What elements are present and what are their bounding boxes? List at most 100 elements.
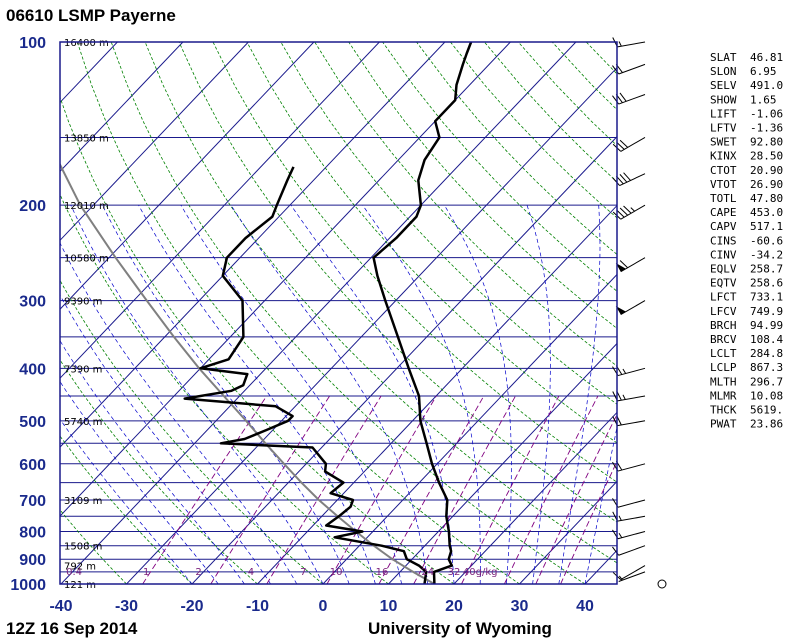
barb-full — [623, 205, 632, 214]
isotherm-line — [519, 480, 617, 584]
dry-adiabat-line — [416, 42, 617, 255]
pressure-tick-label: 700 — [19, 493, 46, 510]
mixing-ratio-line — [461, 395, 560, 584]
barb-staff — [620, 565, 646, 581]
index-name: BRCV — [710, 333, 737, 346]
wind-barbs — [612, 37, 667, 589]
index-value: 47.80 — [750, 192, 783, 205]
index-value: 46.81 — [750, 51, 783, 64]
barb-half — [622, 368, 627, 374]
moist-adiabat-line — [60, 242, 298, 584]
wind-barb — [612, 136, 646, 152]
pressure-tick-label: 800 — [19, 524, 46, 541]
index-name: SHOW — [710, 93, 737, 106]
barb-full — [623, 172, 631, 181]
barb-half — [618, 533, 623, 538]
moist-adiabat-line — [60, 340, 245, 584]
height-label: 3109 m — [64, 496, 102, 507]
mixing-ratio-label: 1 — [143, 567, 149, 578]
index-value: 92.80 — [750, 136, 783, 149]
barb-staff — [618, 63, 646, 75]
dry-adiabat-line — [212, 42, 617, 483]
barb-full — [616, 141, 625, 150]
dry-adiabat-line — [60, 95, 455, 584]
barb-full — [619, 207, 629, 216]
index-value: -1.06 — [750, 107, 783, 120]
station-title: 06610 LSMP Payerne — [6, 6, 176, 25]
dry-adiabat-line — [382, 42, 617, 292]
mixing-ratio-label: 16 — [376, 567, 389, 578]
isotherm-line — [60, 42, 380, 379]
barb-staff — [618, 545, 646, 556]
barb-half — [630, 207, 635, 212]
height-label: 792 m — [64, 562, 96, 573]
wind-barb — [612, 172, 646, 186]
moist-adiabat-line — [60, 294, 271, 584]
index-value: 28.50 — [750, 150, 783, 163]
index-name: SLAT — [710, 51, 737, 64]
isotherm-line — [60, 42, 315, 310]
index-name: LCLT — [710, 347, 737, 360]
temperature-tick-label: -10 — [246, 598, 269, 615]
pressure-tick-label: 600 — [19, 457, 46, 474]
barb-full — [619, 174, 628, 183]
station-indices: SLAT 46.81 SLON 6.95 SELV 491.0 SHOW 1.65 LIFT -1… — [710, 51, 783, 431]
index-name: SLON — [710, 65, 737, 78]
mixing-ratio-label: 0.4 — [66, 567, 82, 578]
pressure-tick-label: 1000 — [10, 577, 46, 594]
mixing-ratio-line — [560, 460, 617, 584]
index-name: LCLP — [710, 361, 737, 374]
mixing-ratio-line — [210, 395, 330, 584]
dry-adiabat-line — [314, 42, 617, 367]
data-source: University of Wyoming — [368, 619, 552, 638]
barb-staff — [619, 173, 646, 186]
barb-staff — [620, 300, 646, 316]
height-label: 5740 m — [64, 417, 102, 428]
index-name: CAPV — [710, 220, 737, 233]
temperature-tick-label: 40 — [576, 598, 594, 615]
isotherm-line — [60, 42, 184, 173]
index-name: TOTL — [710, 192, 737, 205]
index-name: PWAT — [710, 418, 737, 431]
index-value: -60.6 — [750, 234, 783, 247]
height-label: 16400 m — [64, 38, 109, 49]
barb-staff — [617, 367, 646, 377]
index-name: LFCV — [710, 305, 737, 318]
index-value: 5619. — [750, 404, 783, 417]
moist-adiabat-line — [60, 380, 219, 584]
index-value: 26.90 — [750, 178, 783, 191]
sounding-profiles — [60, 42, 473, 584]
index-name: CAPE — [710, 206, 737, 219]
index-value: -1.36 — [750, 122, 783, 135]
mixing-ratio-label: 24 — [421, 567, 434, 578]
index-name: THCK — [710, 404, 737, 417]
index-value: 6.95 — [750, 65, 777, 78]
index-value: 284.8 — [750, 347, 783, 360]
height-label: 7390 m — [64, 364, 102, 375]
mixing-ratio-label: 7 — [300, 567, 306, 578]
height-label: 13850 m — [64, 133, 109, 144]
barb-half — [622, 394, 626, 400]
index-value: 867.3 — [750, 361, 783, 374]
index-name: LIFT — [710, 107, 737, 120]
index-name: VTOT — [710, 178, 737, 191]
dry-adiabat-line — [76, 42, 520, 584]
pressure-tick-label: 100 — [19, 35, 46, 52]
barb-staff — [620, 257, 646, 273]
temperature-tick-label: 30 — [511, 598, 529, 615]
index-name: MLTH — [710, 375, 737, 388]
pressure-tick-label: 300 — [19, 294, 46, 311]
barb-full — [619, 260, 629, 269]
index-name: CINS — [710, 234, 737, 247]
mixing-ratio-label: 10 — [330, 567, 343, 578]
barb-half — [618, 515, 622, 521]
index-value: 517.1 — [750, 220, 783, 233]
barb-half — [618, 41, 622, 47]
height-label: 9390 m — [64, 297, 102, 308]
moist-adiabat-line — [290, 204, 455, 584]
barb-staff — [618, 94, 646, 105]
isotherm-line — [60, 42, 511, 517]
barb-staff — [620, 204, 646, 220]
moist-adiabat-line — [138, 205, 376, 584]
